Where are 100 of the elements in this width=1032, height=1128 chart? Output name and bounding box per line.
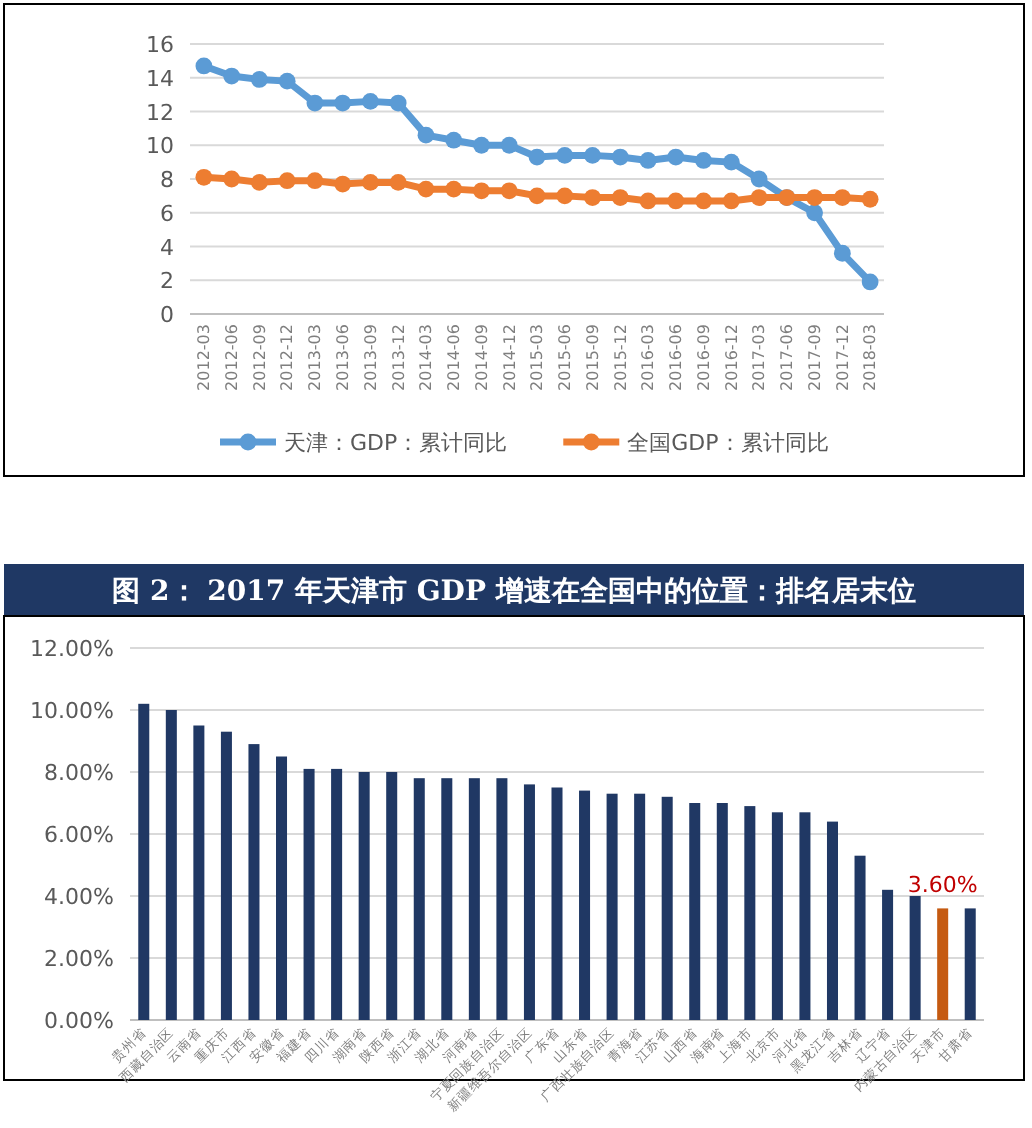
bar [220, 731, 232, 1020]
x-tick-label: 2013-09 [361, 324, 380, 391]
y-tick-label: 6 [160, 200, 174, 227]
x-tick-label: 2012-06 [222, 324, 241, 391]
x-tick-label: 2016-06 [667, 324, 686, 391]
y-tick-label: 4.00% [44, 884, 114, 910]
y-tick-label: 8.00% [44, 760, 114, 786]
point [528, 187, 546, 205]
bar [413, 778, 425, 1020]
point [334, 94, 352, 112]
y-tick-label: 4 [160, 234, 174, 261]
x-tick-label: 2015-03 [528, 324, 547, 391]
x-tick-label: 2017-09 [805, 324, 824, 391]
bar [496, 778, 508, 1020]
y-tick-label: 6.00% [44, 822, 114, 848]
bar [909, 896, 921, 1020]
x-tick-label: 2014-06 [445, 324, 464, 391]
point [556, 146, 574, 164]
point [195, 57, 213, 75]
y-tick-label: 14 [146, 65, 174, 92]
x-tick-label: 2014-09 [472, 324, 491, 391]
point [251, 173, 268, 191]
bar [579, 790, 591, 1020]
point [611, 148, 629, 166]
point [334, 175, 352, 193]
x-tick-label: 2016-09 [694, 324, 713, 391]
x-tick-label: 2014-12 [500, 324, 519, 391]
point [833, 244, 851, 262]
point [806, 189, 823, 206]
y-tick-label: 2.00% [44, 946, 114, 972]
point [861, 190, 879, 208]
x-tick-label: 2017-12 [833, 324, 852, 391]
point [473, 182, 490, 200]
x-tick-label: 2013-06 [334, 324, 353, 391]
bar [937, 908, 949, 1020]
x-tick-label: 2017-06 [778, 324, 797, 391]
y-tick-label: 10.00% [30, 698, 114, 724]
bar [854, 855, 866, 1020]
bar [826, 821, 838, 1020]
bar [964, 908, 976, 1020]
point [195, 168, 213, 186]
y-tick-label: 0 [160, 302, 174, 328]
y-tick-label: 10 [146, 133, 174, 160]
x-tick-label: 2012-12 [278, 324, 297, 391]
point [306, 94, 324, 112]
bar [441, 778, 453, 1020]
point [445, 180, 463, 198]
x-tick-label: 2017-03 [750, 324, 769, 391]
bar [634, 793, 646, 1020]
y-tick-label: 16 [146, 32, 174, 58]
point [695, 192, 712, 210]
point [639, 192, 657, 210]
bar [551, 787, 563, 1020]
y-tick-label: 12 [146, 99, 174, 126]
bar [882, 889, 894, 1020]
point [278, 172, 296, 190]
bar [523, 784, 535, 1020]
chart-title: 图 2： 2017 年天津市 GDP 增速在全国中的位置：排名居末位 [112, 574, 916, 608]
bar [689, 803, 701, 1020]
bar [303, 768, 315, 1020]
data-label: 3.60% [907, 872, 978, 899]
bar [193, 725, 205, 1020]
bar [744, 806, 756, 1020]
point [722, 153, 740, 171]
point [611, 189, 629, 206]
bar [606, 793, 618, 1020]
point [417, 126, 435, 144]
point [389, 94, 407, 112]
y-tick-label: 8 [160, 167, 174, 193]
point [833, 189, 851, 206]
bar [799, 812, 811, 1020]
x-tick-label: 2016-03 [639, 324, 658, 391]
point [861, 273, 879, 291]
point [223, 170, 241, 188]
point [251, 71, 268, 88]
point [389, 173, 407, 191]
point [584, 146, 601, 164]
y-tick-label: 2 [160, 268, 174, 295]
x-tick-label: 2014-03 [417, 324, 436, 391]
bar [468, 778, 480, 1020]
x-tick-label: 2015-09 [583, 324, 602, 391]
point [695, 152, 712, 169]
point [750, 170, 768, 188]
point [473, 136, 490, 154]
point [750, 189, 768, 206]
x-tick-label: 2018-03 [861, 324, 880, 391]
x-tick-label: 2013-03 [306, 324, 325, 391]
point [417, 180, 435, 198]
point [306, 172, 324, 190]
bar [165, 710, 177, 1020]
point [362, 173, 379, 191]
point [667, 192, 685, 210]
point [278, 72, 296, 90]
point [362, 92, 379, 110]
bar [276, 756, 288, 1020]
bar [386, 772, 398, 1020]
bar [771, 812, 783, 1020]
x-tick-label: 2013-12 [389, 324, 408, 391]
point [223, 67, 241, 85]
legend-label: 全国GDP：累计同比 [627, 430, 829, 456]
